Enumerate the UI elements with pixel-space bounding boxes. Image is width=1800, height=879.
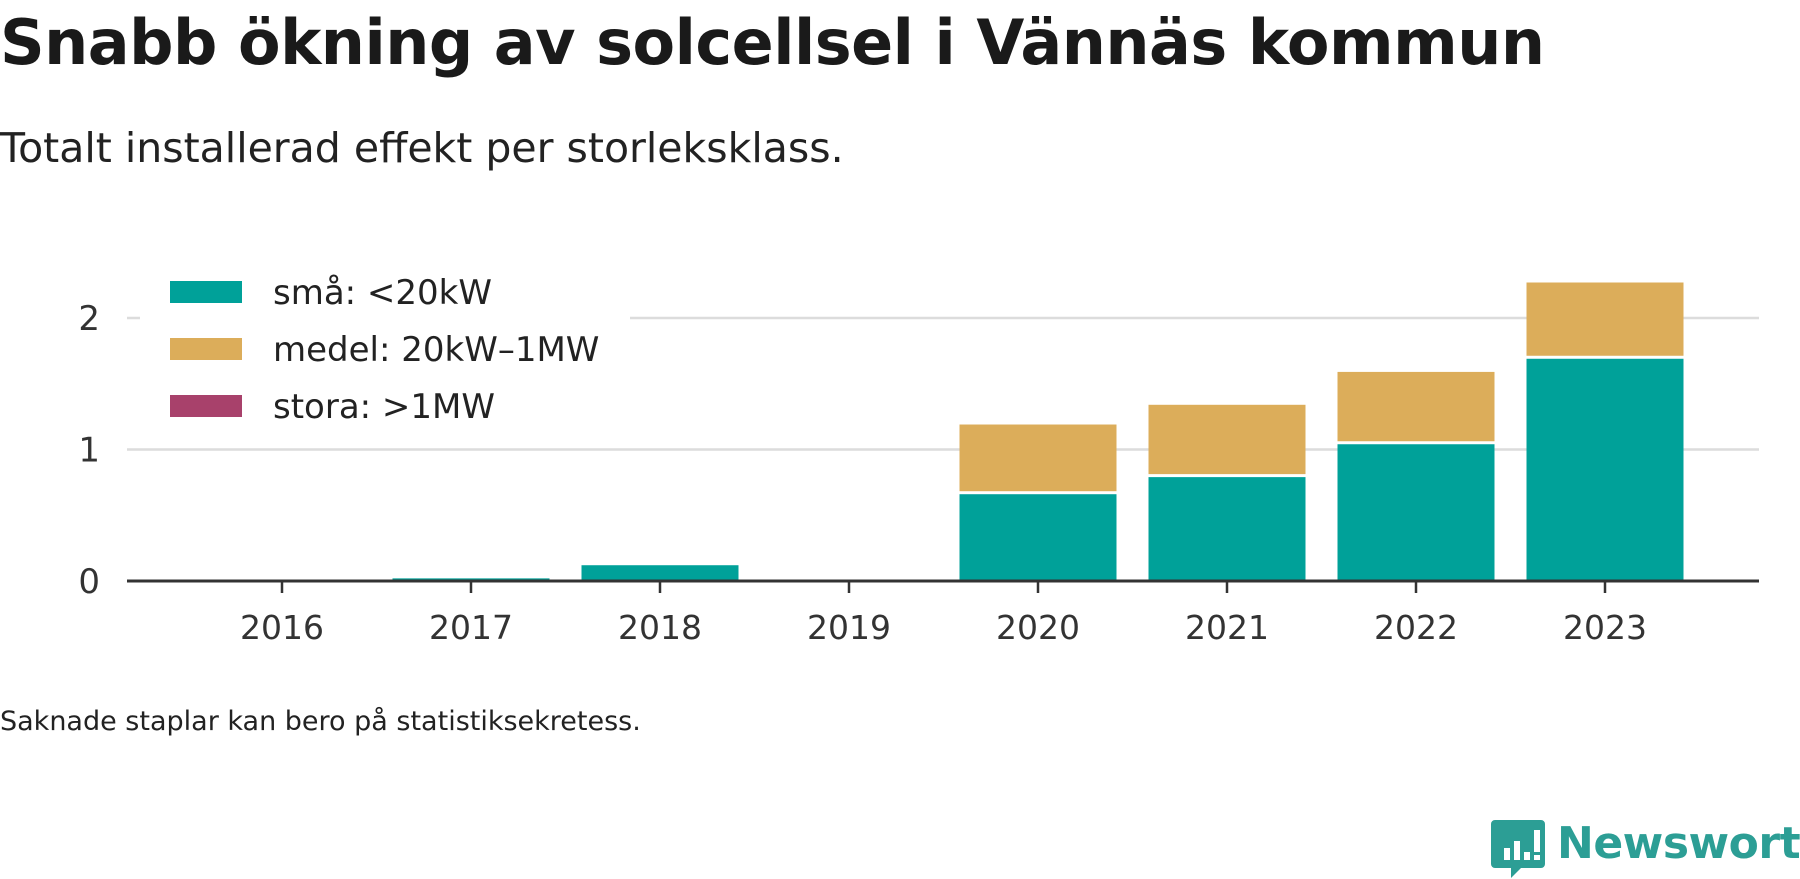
y-tick-label: 2 (78, 299, 100, 339)
y-tick-label: 0 (78, 562, 100, 602)
y-axis-ticks: 0 1 2 (78, 299, 100, 602)
legend-label: stora: >1MW (273, 387, 495, 427)
bar-segment (1526, 358, 1684, 581)
legend-label: små: <20kW (273, 273, 492, 313)
bar-segment (959, 494, 1117, 581)
x-tick-label: 2022 (1374, 608, 1458, 647)
legend-swatch (170, 338, 242, 360)
x-axis-ticks: 2016 2017 2018 2019 2020 2021 2022 2023 (240, 581, 1647, 647)
x-tick-label: 2019 (807, 608, 891, 647)
x-tick-label: 2020 (996, 608, 1080, 647)
legend: små: <20kW medel: 20kW–1MW stora: >1MW (140, 258, 630, 427)
x-tick-label: 2016 (240, 608, 324, 647)
stacked-bar-chart: 2016 2017 2018 2019 2020 2021 2022 2023 0 1 2 små… (78, 258, 1759, 647)
bar-segment (1526, 282, 1684, 356)
newsworthy-logo-icon (1491, 820, 1545, 878)
bar-segment (581, 565, 739, 581)
y-tick-label: 1 (78, 431, 100, 471)
x-tick-label: 2017 (429, 608, 513, 647)
x-tick-label: 2018 (618, 608, 702, 647)
bar-segment (959, 424, 1117, 492)
bar-segment (1337, 371, 1495, 442)
brand-name: Newsworthy (1557, 818, 1800, 869)
legend-swatch (170, 395, 242, 417)
footnote: Saknade staplar kan bero på statistiksek… (0, 706, 641, 737)
legend-label: medel: 20kW–1MW (273, 330, 599, 370)
chart-subtitle: Totalt installerad effekt per storlekskl… (0, 124, 844, 172)
chart-title: Snabb ökning av solcellsel i Vännäs komm… (0, 6, 1545, 79)
bar-segment (1148, 477, 1306, 581)
legend-swatch (170, 281, 242, 303)
x-tick-label: 2021 (1185, 608, 1269, 647)
bar-segment (1148, 404, 1306, 475)
bar-segment (1337, 444, 1495, 581)
bars (392, 282, 1684, 581)
x-tick-label: 2023 (1563, 608, 1647, 647)
